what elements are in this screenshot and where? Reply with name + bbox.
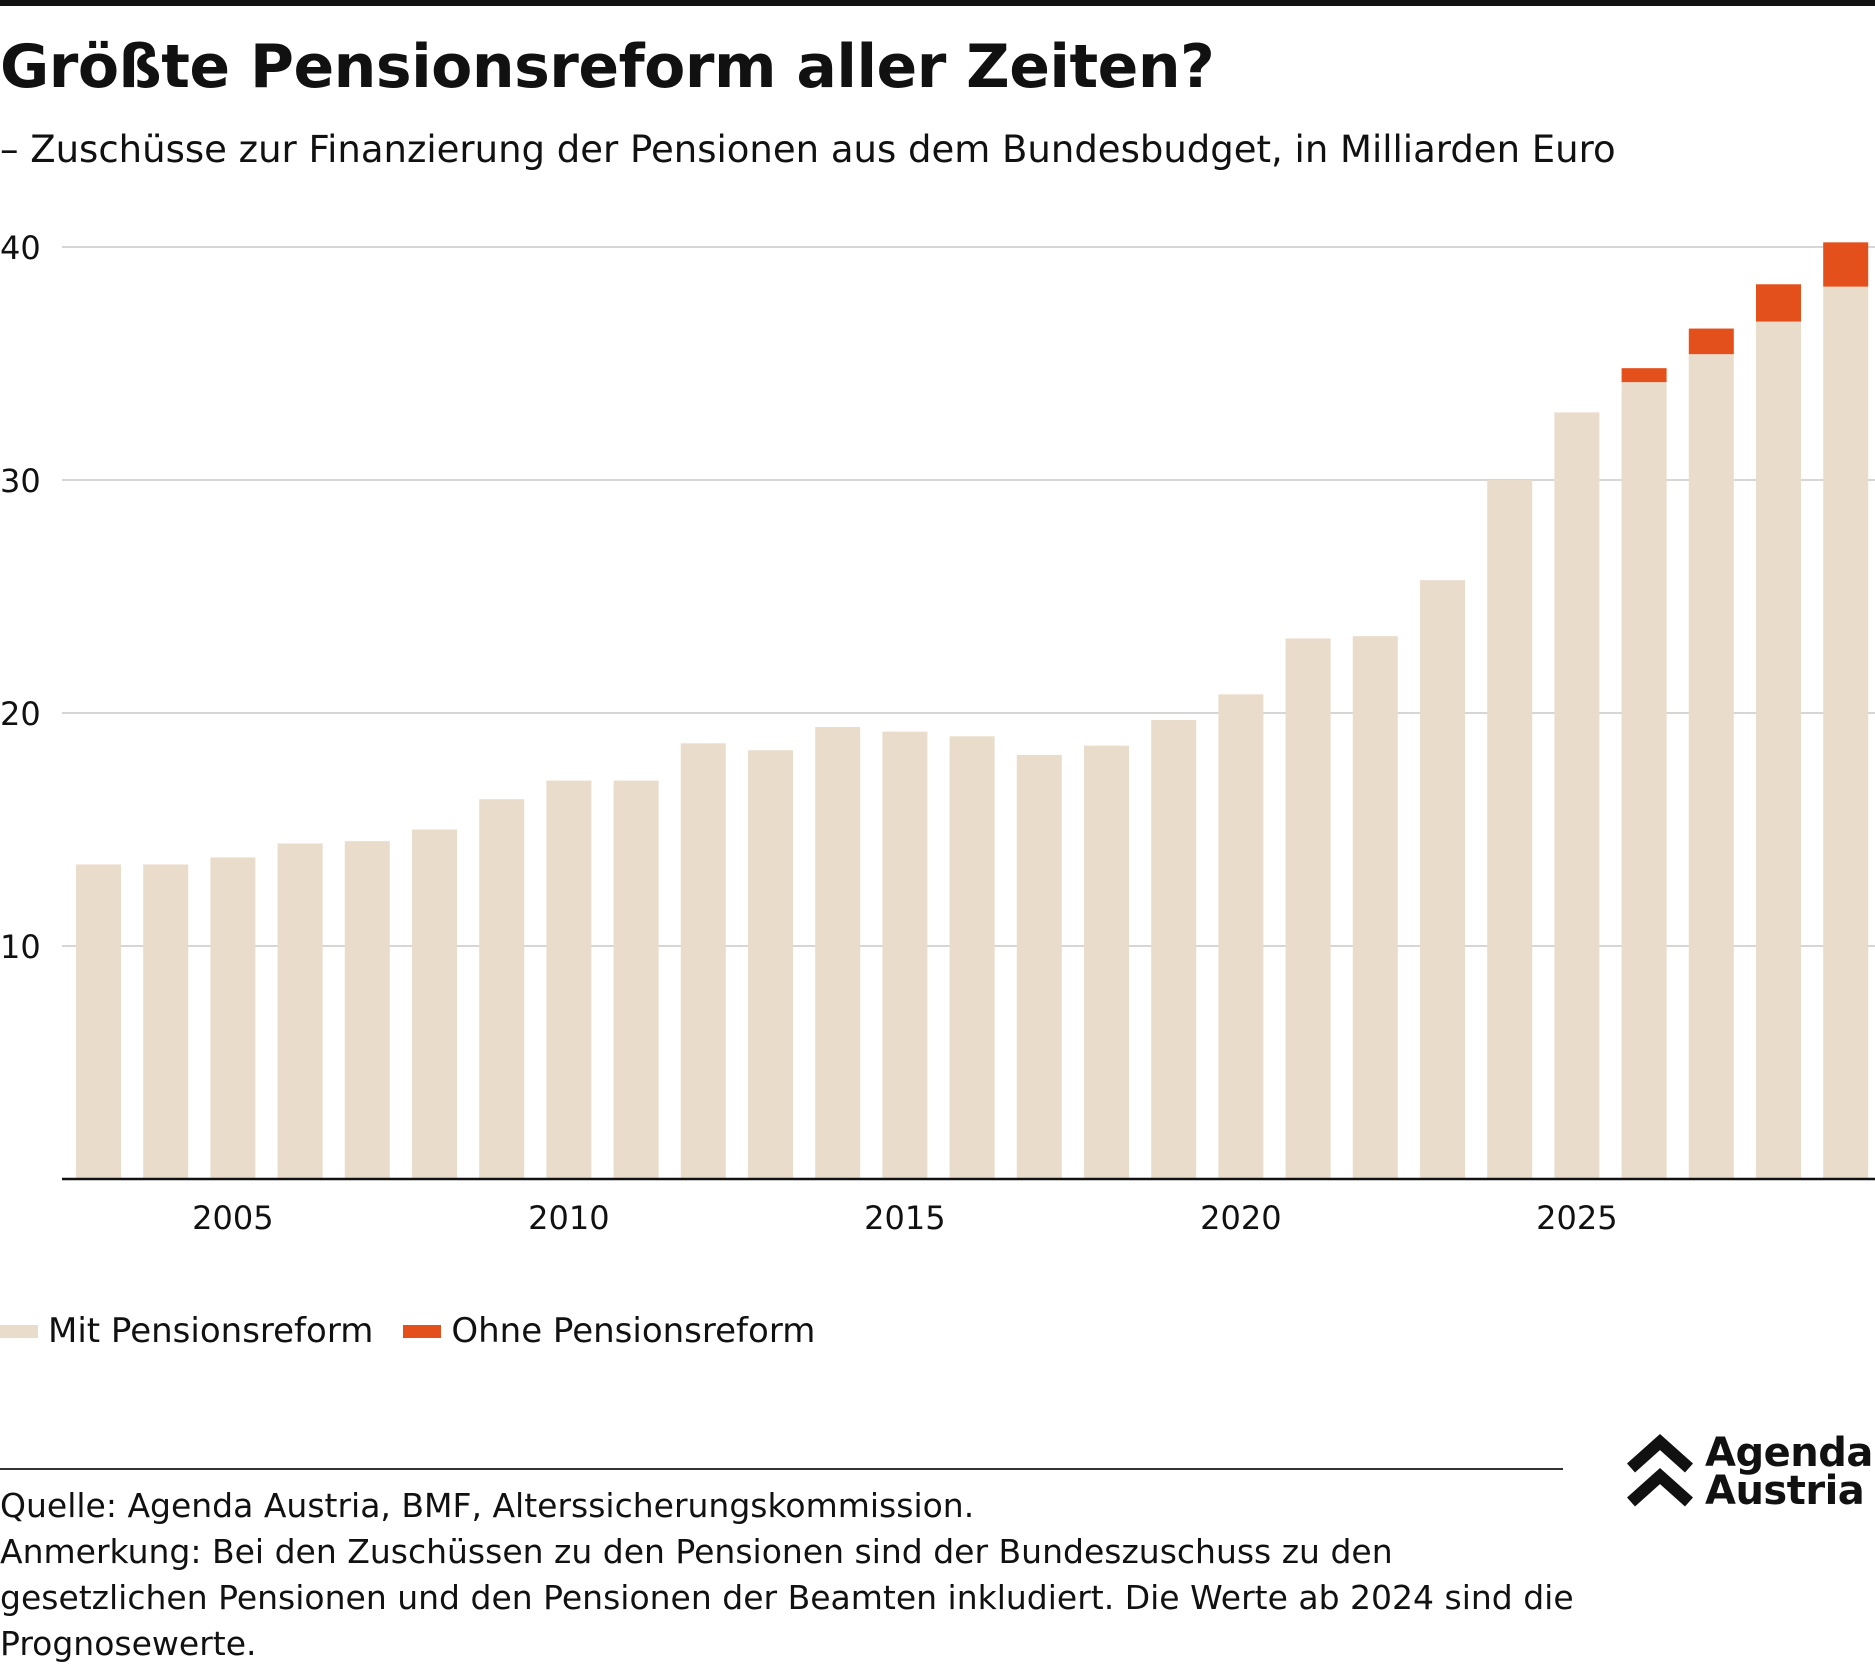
y-tick-label: 30 xyxy=(0,462,41,500)
source-note: Quelle: Agenda Austria, BMF, Alterssiche… xyxy=(0,1483,1580,1667)
bar-mit-pensionsreform-2026 xyxy=(1621,382,1667,1179)
bar-mit-pensionsreform-2029 xyxy=(1823,286,1869,1179)
legend-item-no-reform: Ohne Pensionsreform xyxy=(403,1311,815,1351)
bar-ohne-pensionsreform-2028 xyxy=(1756,284,1801,322)
bar-ohne-pensionsreform-2026 xyxy=(1621,368,1667,383)
x-tick-label: 2015 xyxy=(864,1199,945,1237)
bar-mit-pensionsreform-2012 xyxy=(680,743,726,1179)
bar-mit-pensionsreform-2024 xyxy=(1487,480,1533,1179)
y-tick-label: 10 xyxy=(0,928,41,966)
x-tick-label: 2020 xyxy=(1200,1199,1281,1237)
bar-mit-pensionsreform-2009 xyxy=(479,799,525,1179)
x-tick-label: 2010 xyxy=(528,1199,609,1237)
bar-mit-pensionsreform-2021 xyxy=(1285,638,1331,1179)
legend-item-reform: Mit Pensionsreform xyxy=(0,1311,373,1351)
source-line: Quelle: Agenda Austria, BMF, Alterssiche… xyxy=(0,1486,975,1525)
double-chevron-up-icon xyxy=(1626,1433,1694,1507)
bar-mit-pensionsreform-2027 xyxy=(1688,354,1734,1179)
bar-chart: 10 20 30 40 2005 2010 2015 2020 2025 xyxy=(0,229,1875,1237)
bar-mit-pensionsreform-2013 xyxy=(748,750,793,1179)
bar-mit-pensionsreform-2014 xyxy=(815,726,861,1179)
legend-label-no-reform: Ohne Pensionsreform xyxy=(451,1311,816,1351)
y-tick-label: 20 xyxy=(0,695,41,733)
x-tick-label: 2025 xyxy=(1536,1199,1617,1237)
bar-mit-pensionsreform-2008 xyxy=(412,829,457,1179)
bar-mit-pensionsreform-2005 xyxy=(210,857,256,1179)
bar-mit-pensionsreform-2025 xyxy=(1554,412,1600,1179)
agenda-austria-logo: Agenda Austria xyxy=(1625,1432,1873,1512)
logo-text: Agenda Austria xyxy=(1705,1430,1873,1514)
logo-line-1: Agenda xyxy=(1705,1430,1873,1476)
bar-mit-pensionsreform-2022 xyxy=(1352,636,1398,1179)
legend-label-reform: Mit Pensionsreform xyxy=(48,1311,374,1351)
bar-mit-pensionsreform-2006 xyxy=(277,843,323,1179)
bar-mit-pensionsreform-2018 xyxy=(1084,745,1129,1179)
bar-mit-pensionsreform-2010 xyxy=(546,780,592,1179)
bar-mit-pensionsreform-2023 xyxy=(1420,580,1465,1179)
bar-mit-pensionsreform-2003 xyxy=(76,864,121,1179)
footer-rule xyxy=(0,1468,1563,1470)
bar-mit-pensionsreform-2028 xyxy=(1756,321,1801,1179)
legend: Mit Pensionsreform Ohne Pensionsreform xyxy=(0,1311,845,1351)
bar-ohne-pensionsreform-2029 xyxy=(1823,242,1869,287)
annotation-note: Anmerkung: Bei den Zuschüssen zu den Pen… xyxy=(0,1532,1574,1663)
chart-subtitle: – Zuschüsse zur Finanzierung der Pension… xyxy=(0,128,1616,171)
bar-mit-pensionsreform-2019 xyxy=(1151,719,1197,1179)
legend-swatch-reform xyxy=(0,1324,38,1338)
legend-swatch-no-reform xyxy=(403,1324,442,1338)
bar-mit-pensionsreform-2011 xyxy=(613,780,659,1179)
bar-mit-pensionsreform-2007 xyxy=(344,841,390,1179)
bar-mit-pensionsreform-2015 xyxy=(882,731,928,1179)
chart-title: Größte Pensionsreform aller Zeiten? xyxy=(0,32,1215,102)
bar-mit-pensionsreform-2016 xyxy=(949,736,995,1179)
logo-line-2: Austria xyxy=(1705,1468,1865,1514)
y-tick-label: 40 xyxy=(0,229,41,267)
bar-mit-pensionsreform-2020 xyxy=(1218,694,1264,1179)
x-tick-label: 2005 xyxy=(192,1199,273,1237)
bar-mit-pensionsreform-2017 xyxy=(1016,754,1062,1179)
top-rule xyxy=(0,0,1875,6)
bar-ohne-pensionsreform-2027 xyxy=(1688,328,1734,355)
bar-mit-pensionsreform-2004 xyxy=(143,864,189,1179)
